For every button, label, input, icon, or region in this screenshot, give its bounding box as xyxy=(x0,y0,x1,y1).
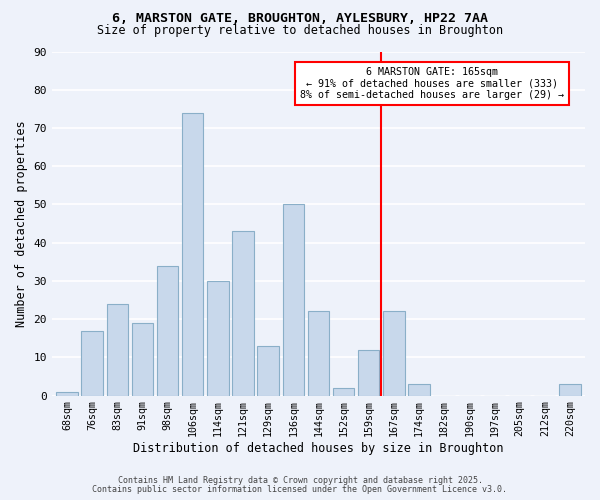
Bar xyxy=(383,312,404,396)
Text: 6, MARSTON GATE, BROUGHTON, AYLESBURY, HP22 7AA: 6, MARSTON GATE, BROUGHTON, AYLESBURY, H… xyxy=(112,12,488,26)
Bar xyxy=(232,231,254,396)
Bar xyxy=(182,112,203,396)
X-axis label: Distribution of detached houses by size in Broughton: Distribution of detached houses by size … xyxy=(133,442,504,455)
Bar xyxy=(207,281,229,396)
Bar xyxy=(283,204,304,396)
Bar xyxy=(559,384,581,396)
Bar xyxy=(157,266,178,396)
Bar xyxy=(82,330,103,396)
Bar xyxy=(333,388,354,396)
Bar xyxy=(308,312,329,396)
Text: Contains HM Land Registry data © Crown copyright and database right 2025.: Contains HM Land Registry data © Crown c… xyxy=(118,476,482,485)
Y-axis label: Number of detached properties: Number of detached properties xyxy=(15,120,28,327)
Text: Contains public sector information licensed under the Open Government Licence v3: Contains public sector information licen… xyxy=(92,485,508,494)
Bar xyxy=(56,392,77,396)
Bar xyxy=(107,304,128,396)
Text: 6 MARSTON GATE: 165sqm
← 91% of detached houses are smaller (333)
8% of semi-det: 6 MARSTON GATE: 165sqm ← 91% of detached… xyxy=(299,67,563,100)
Text: Size of property relative to detached houses in Broughton: Size of property relative to detached ho… xyxy=(97,24,503,37)
Bar xyxy=(358,350,379,396)
Bar xyxy=(257,346,279,396)
Bar xyxy=(132,323,153,396)
Bar xyxy=(409,384,430,396)
